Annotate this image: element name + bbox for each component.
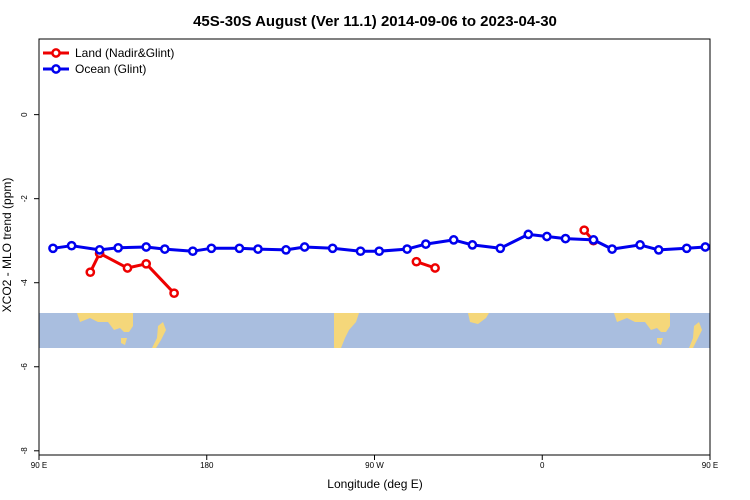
series-1-point [495, 243, 506, 254]
series-1-point [374, 246, 385, 257]
series-0-point [169, 288, 179, 299]
series-1-point [141, 242, 152, 252]
legend-swatch-point [51, 64, 61, 74]
y-tick-label: -4 [20, 279, 29, 287]
x-axis: 90 E 180 90 W 0 90 E [31, 455, 718, 470]
x-tick-label: 90 E [702, 461, 718, 470]
series-1-point [234, 243, 245, 254]
x-axis-label: Longitude (deg E) [327, 477, 422, 491]
series-1-point [253, 244, 263, 254]
series-1-point [402, 244, 412, 254]
legend-label: Ocean (Glint) [75, 62, 146, 76]
series-1-point [448, 235, 459, 245]
y-tick-label: -2 [20, 195, 29, 203]
series-1-point [281, 245, 291, 255]
series-1-point [560, 233, 571, 244]
y-tick-label: 0 [20, 112, 29, 117]
series-1-point [159, 244, 170, 254]
map-land-new-zealand [152, 322, 166, 348]
x-tick-label: 90 E [31, 461, 47, 470]
plot-series [48, 225, 737, 299]
series-0-point [579, 225, 590, 236]
series-0-point [430, 263, 440, 273]
map-land-new-zealand-2 [689, 322, 702, 348]
legend-label: Land (Nadir&Glint) [75, 46, 174, 60]
series-1-point [681, 243, 692, 254]
x-tick-label: 90 W [365, 461, 384, 470]
series-1-point [299, 242, 310, 252]
series-1-point [607, 244, 617, 254]
series-1-point [66, 240, 77, 251]
series-0-point [85, 267, 96, 278]
chart-title: 45S-30S August (Ver 11.1) 2014-09-06 to … [193, 13, 557, 30]
series-1-point [635, 240, 645, 250]
map-land-tasmania [121, 338, 127, 345]
y-axis: 0 -2 -4 -6 -8 [20, 112, 39, 454]
x-tick-label: 0 [540, 461, 545, 470]
map-strip [39, 313, 710, 348]
series-0-point [141, 258, 152, 269]
map-ocean [39, 313, 710, 348]
series-1-line-0 [52, 232, 710, 253]
series-1-point [113, 242, 124, 253]
legend: Land (Nadir&Glint) Ocean (Glint) [43, 46, 174, 76]
series-1-point [467, 240, 478, 250]
legend-swatch-point [51, 48, 61, 58]
series-1-point [355, 246, 366, 257]
series-1-point [523, 229, 534, 240]
series-1-point [730, 246, 737, 253]
y-tick-label: -6 [20, 363, 29, 371]
series-1-point [206, 243, 217, 254]
map-land-south-america [334, 313, 359, 348]
series-1-point [700, 242, 710, 252]
series-1-point [94, 245, 105, 255]
map-land-tasmania-2 [657, 338, 663, 345]
series-1-point [653, 245, 664, 255]
series-1-point [327, 243, 338, 254]
series-1-point [588, 235, 599, 245]
x-tick-label: 180 [200, 461, 214, 470]
series-0-point [122, 263, 133, 273]
map-land-africa [468, 313, 489, 324]
map-land-australia-2 [614, 313, 670, 332]
series-1-point [542, 231, 552, 242]
map-land-australia [77, 313, 133, 332]
y-tick-label: -8 [20, 447, 29, 455]
series-1-point [420, 239, 431, 249]
series-1-point [187, 246, 198, 257]
series-0-point [411, 256, 422, 267]
y-axis-label: XCO2 - MLO trend (ppm) [0, 178, 14, 313]
series-1-point [48, 243, 58, 254]
series-0-line-0 [88, 251, 176, 295]
